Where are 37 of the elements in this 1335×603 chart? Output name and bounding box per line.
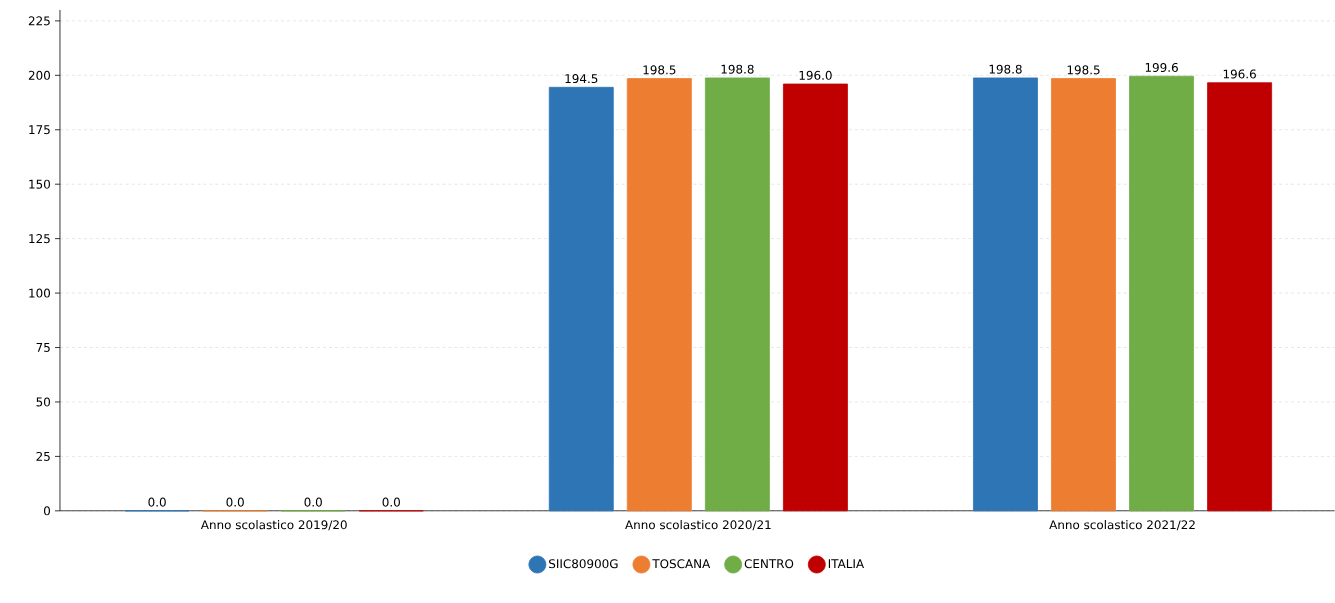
y-tick-label: 175 xyxy=(29,125,50,135)
data-label: 0.0 xyxy=(148,497,166,507)
bar xyxy=(1207,82,1273,512)
y-tick-label: 50 xyxy=(36,397,51,407)
x-tick-label: Anno scolastico 2021/22 xyxy=(1049,520,1195,531)
y-tick-label: 100 xyxy=(29,288,50,298)
bar xyxy=(973,77,1038,512)
bar xyxy=(1051,78,1116,512)
bar xyxy=(1129,75,1194,512)
data-label: 0.0 xyxy=(382,497,400,507)
y-tick-label: 125 xyxy=(29,234,50,244)
bar xyxy=(548,86,614,512)
bar xyxy=(783,83,848,512)
x-tick-label: Anno scolastico 2020/21 xyxy=(625,520,771,531)
y-tick-label: 0 xyxy=(43,506,51,516)
legend-label: SIIC80900G xyxy=(549,559,618,569)
y-tick-label: 75 xyxy=(36,343,50,353)
data-label: 198.5 xyxy=(1067,65,1100,75)
x-tick-label: Anno scolastico 2019/20 xyxy=(200,520,347,531)
y-tick-label: 225 xyxy=(28,16,50,26)
y-tick-label: 200 xyxy=(28,70,50,80)
y-tick-label: 150 xyxy=(29,179,50,189)
data-label: 0.0 xyxy=(304,497,322,507)
data-label: 196.0 xyxy=(799,70,832,80)
legend-label: ITALIA xyxy=(828,559,865,569)
data-label: 199.6 xyxy=(1145,63,1178,73)
data-label: 196.6 xyxy=(1223,69,1256,79)
legend-label: CENTRO xyxy=(744,559,794,569)
data-label: 194.5 xyxy=(565,74,598,84)
data-label: 198.5 xyxy=(643,65,676,75)
bar xyxy=(704,77,770,512)
legend-label: TOSCANA xyxy=(652,559,711,569)
data-label: 0.0 xyxy=(226,497,244,507)
bar xyxy=(626,78,692,512)
data-label: 198.8 xyxy=(721,64,754,74)
y-tick-label: 25 xyxy=(36,451,50,462)
data-label: 198.8 xyxy=(989,64,1022,74)
